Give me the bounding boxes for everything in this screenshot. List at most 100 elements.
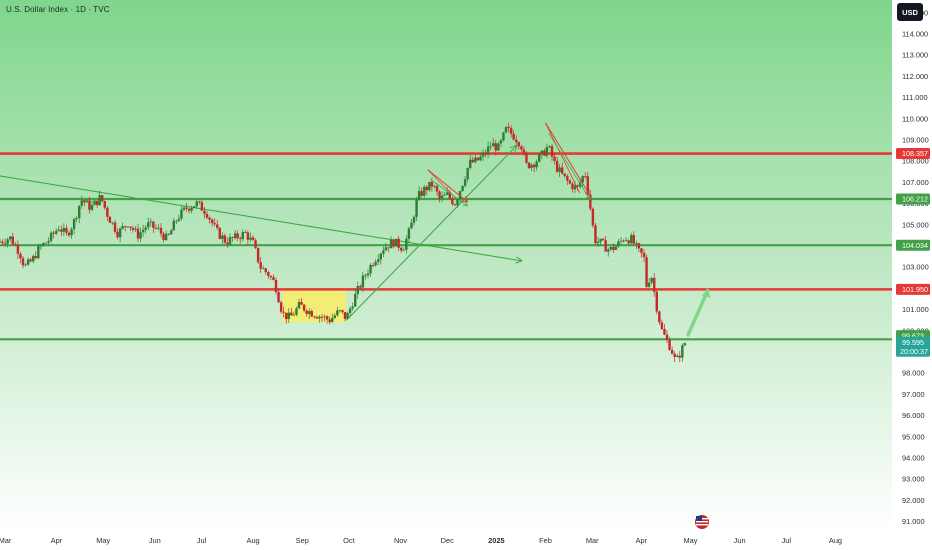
candle-body — [642, 252, 646, 258]
candle-body — [647, 282, 651, 287]
candle-body — [126, 226, 129, 228]
currency-button[interactable]: USD — [897, 3, 923, 21]
candle-body — [331, 317, 334, 323]
candle-body — [346, 313, 349, 319]
candle-body — [285, 312, 288, 320]
x-tick-label: Aug — [247, 536, 260, 545]
candle-body — [267, 272, 270, 277]
y-tick-label: 97.000 — [902, 390, 925, 399]
candle-body — [26, 259, 30, 265]
candle-body — [578, 182, 582, 187]
candle-body — [308, 311, 311, 314]
candle-body — [147, 222, 150, 228]
channel-lower-line — [548, 132, 590, 199]
y-tick-label: 111.000 — [902, 93, 928, 102]
candle-body — [576, 185, 579, 187]
candle-body — [402, 249, 405, 251]
candle-body — [389, 239, 393, 249]
candle-body — [32, 255, 35, 262]
candle-body — [538, 154, 541, 162]
candle-body — [632, 235, 635, 244]
candle-body — [681, 345, 684, 358]
candle-body — [108, 216, 112, 223]
candle-body — [555, 160, 559, 172]
level-price-tag — [896, 148, 930, 160]
candle-body — [425, 186, 428, 191]
candle-body — [246, 232, 250, 240]
candle-body — [504, 126, 508, 133]
candle-body — [622, 240, 625, 242]
candle-body — [594, 225, 597, 244]
candle-body — [443, 194, 446, 196]
trendline — [0, 175, 521, 261]
candle-body — [451, 198, 454, 205]
price-tags-layer: 108.357 106.212 104.034 101.950 99.67399.595… — [896, 148, 930, 357]
candle-body — [515, 139, 518, 143]
candle-body — [136, 228, 140, 239]
candle-body — [44, 242, 48, 244]
candle-body — [256, 247, 260, 263]
time-axis[interactable] — [0, 530, 892, 550]
candle-body — [310, 311, 313, 317]
candle-body — [57, 229, 60, 231]
candle-body — [6, 239, 9, 244]
candle-body — [264, 268, 267, 273]
candle-body — [343, 312, 347, 319]
candle-body — [361, 275, 365, 288]
candle-body — [563, 173, 566, 176]
candle-body — [139, 232, 142, 239]
x-tick-label: Jul — [782, 536, 792, 545]
x-tick-label: Apr — [636, 536, 648, 545]
candle-body — [591, 208, 595, 226]
candle-body — [333, 315, 336, 318]
candle-body — [93, 200, 96, 206]
candle-body — [446, 192, 449, 195]
candle-body — [573, 185, 577, 190]
candle-body — [604, 240, 607, 252]
candle-body — [507, 126, 510, 129]
candle-body — [187, 208, 191, 211]
candle-body — [195, 201, 198, 207]
candle-body — [60, 229, 63, 232]
candle-body — [287, 312, 290, 320]
current-price-label: 99.595 — [902, 338, 924, 347]
candle-body — [210, 219, 214, 224]
candle-body — [0, 241, 2, 243]
y-tick-label: 108.000 — [902, 157, 929, 166]
candle-body — [394, 238, 398, 247]
candle-body — [525, 153, 528, 163]
level-price-label: 108.357 — [902, 149, 928, 158]
candle-body — [52, 232, 55, 234]
candle-body — [254, 240, 257, 248]
candle-body — [617, 241, 620, 247]
candle-body — [670, 349, 674, 354]
candle-body — [313, 316, 316, 318]
candle-body — [387, 247, 390, 249]
candle-body — [619, 240, 623, 242]
x-tick-label: Dec — [441, 536, 454, 545]
trendline — [346, 146, 516, 321]
candle-body — [177, 218, 181, 221]
candle-body — [678, 355, 681, 358]
candle-body — [609, 246, 612, 250]
candle-body — [236, 233, 239, 239]
candle-body — [170, 230, 173, 235]
y-tick-label: 107.000 — [902, 178, 929, 187]
us-flag-icon[interactable] — [695, 515, 709, 529]
price-axis[interactable] — [892, 0, 932, 550]
y-tick-label: 92.000 — [902, 496, 925, 505]
candle-body — [550, 146, 554, 157]
candle-body — [157, 227, 160, 229]
candle-body — [428, 181, 431, 191]
candle-body — [279, 302, 283, 312]
candle-body — [315, 317, 319, 319]
candle-body — [78, 205, 81, 218]
candle-body — [262, 268, 265, 270]
x-tick-label: Aug — [829, 536, 842, 545]
candle-body — [325, 316, 329, 320]
y-tick-label: 91.000 — [902, 517, 925, 526]
candle-body — [571, 183, 574, 190]
level-price-label: 104.034 — [902, 241, 928, 250]
